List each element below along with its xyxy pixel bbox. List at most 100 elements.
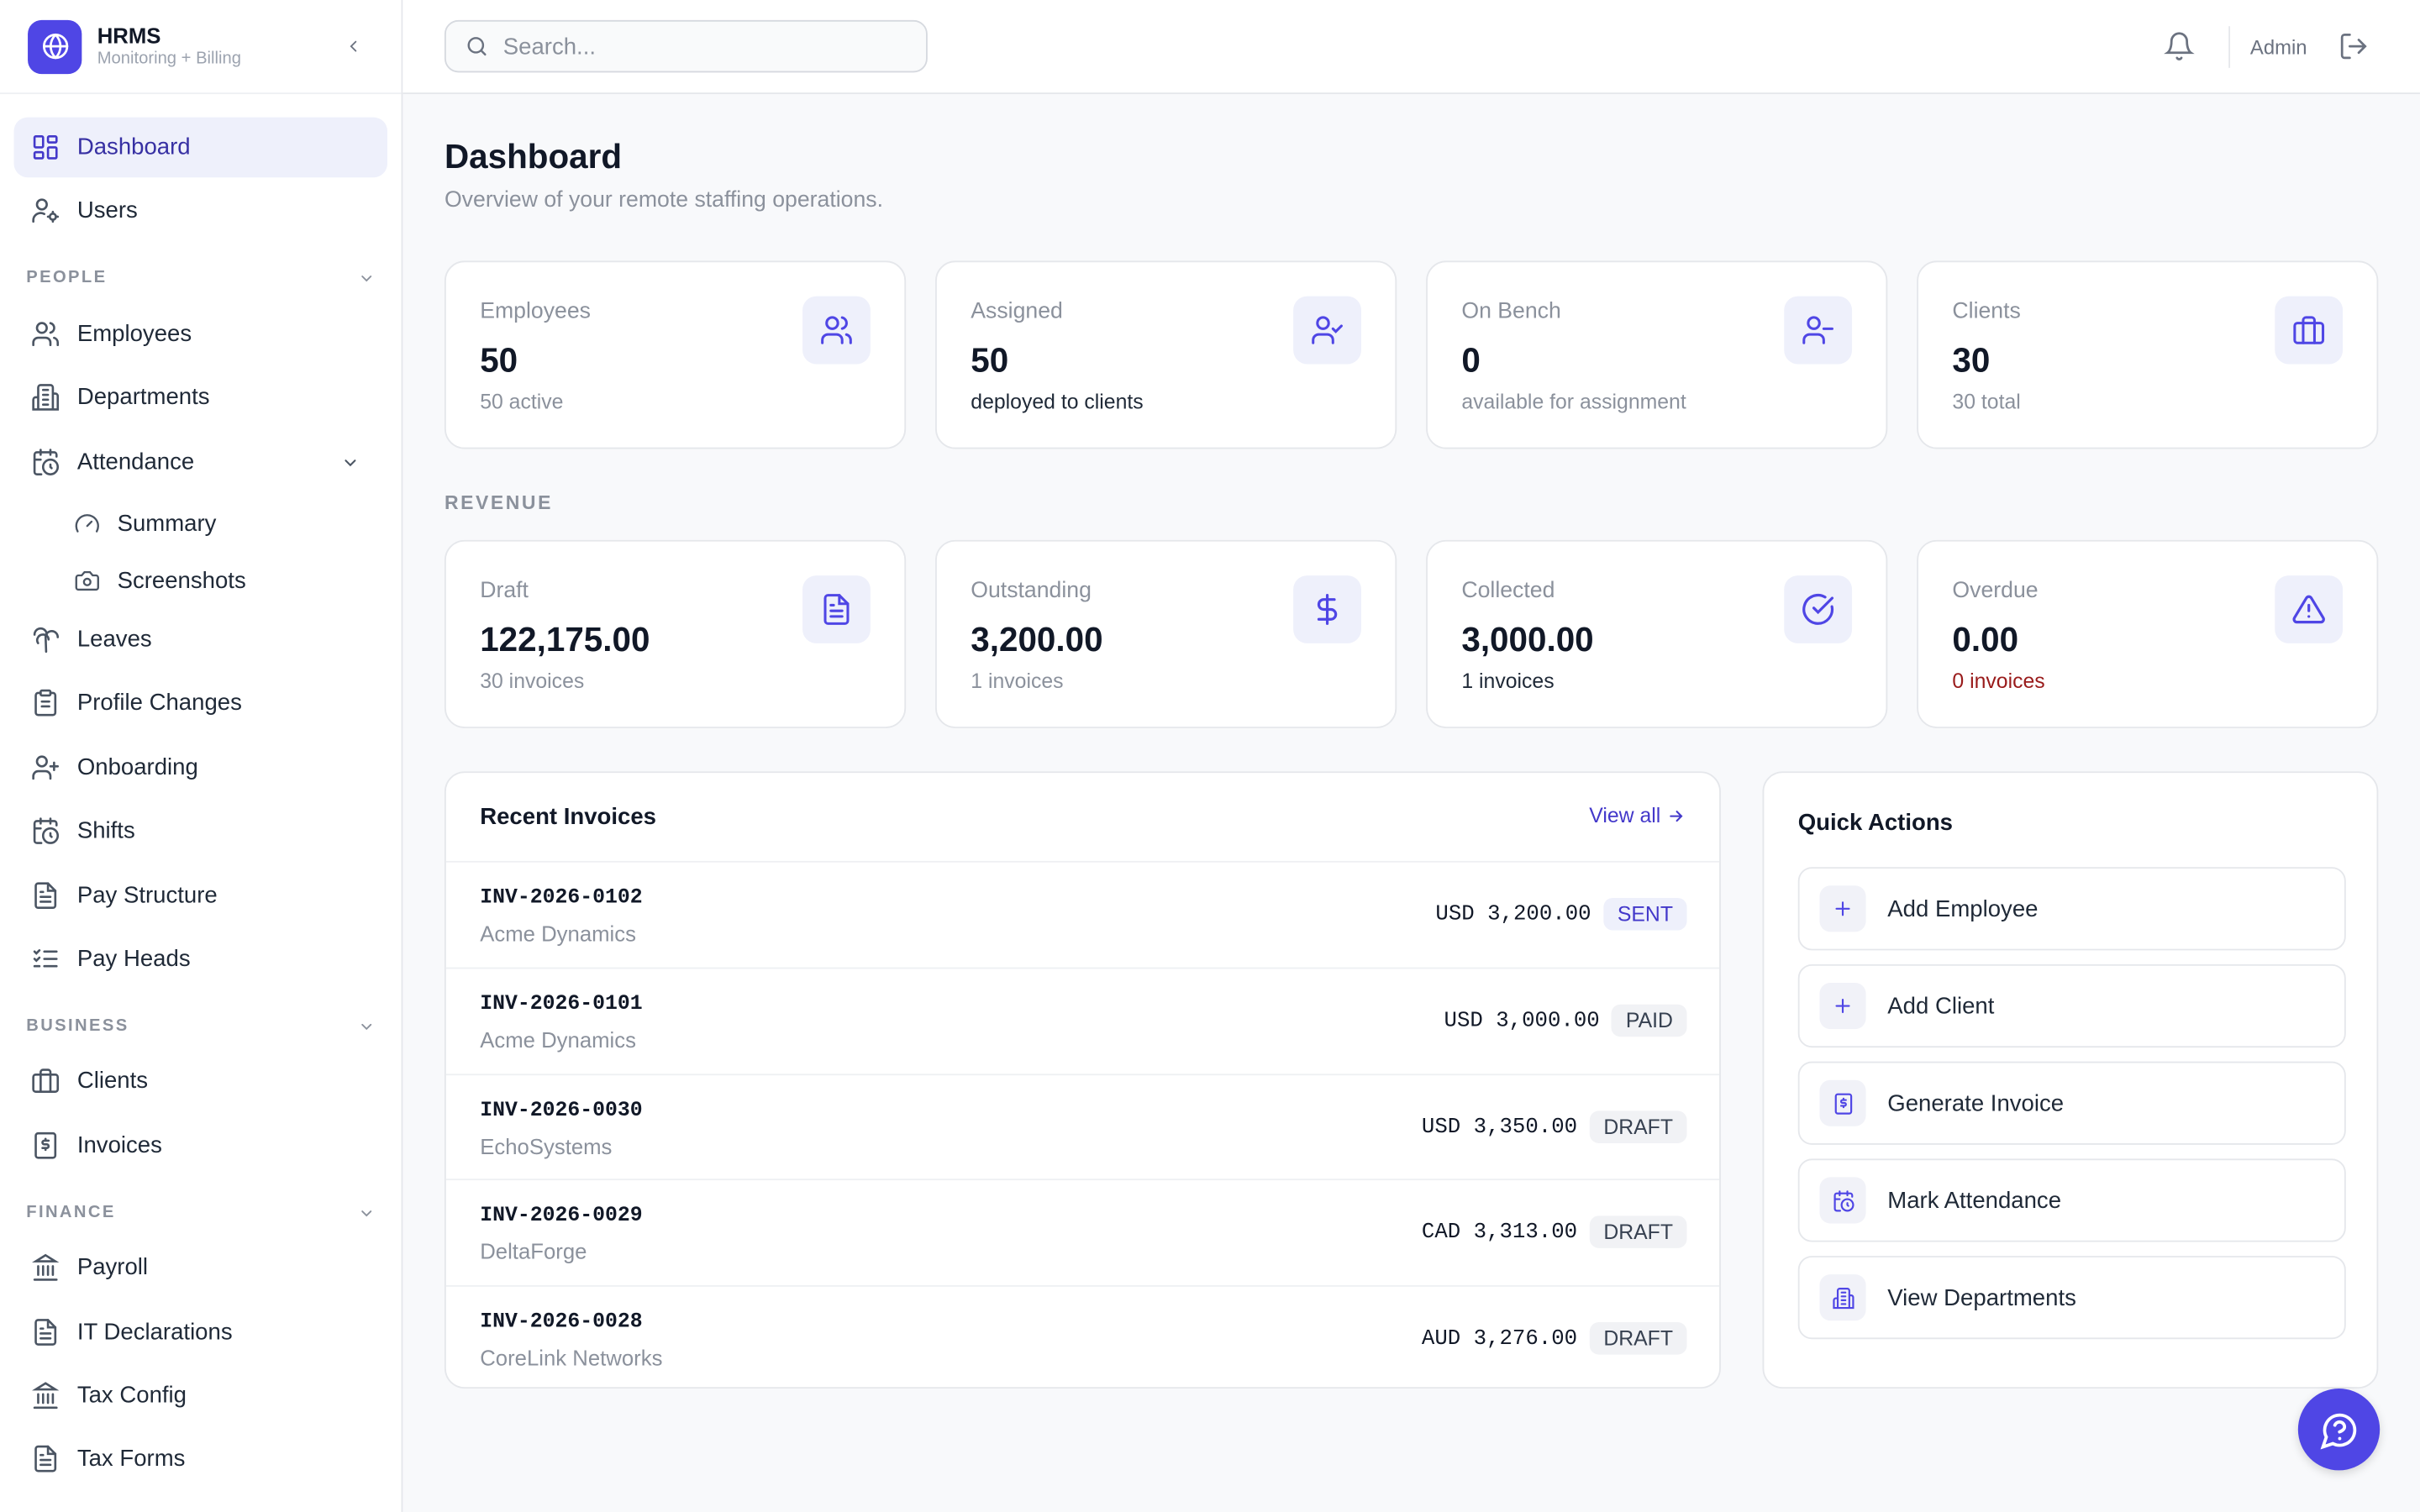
sidebar-item-shifts[interactable]: Shifts xyxy=(14,801,387,861)
invoice-row[interactable]: INV-2026-0102 Acme Dynamics USD 3,200.00… xyxy=(445,860,1720,968)
invoice-amount: USD 3,000.00 xyxy=(1444,1008,1600,1033)
sidebar-item-departments[interactable]: Departments xyxy=(14,367,387,428)
mark-attendance-button[interactable]: Mark Attendance xyxy=(1797,1158,2346,1242)
calendar-clock-icon xyxy=(1819,1177,1866,1224)
action-label: View Departments xyxy=(1887,1284,2076,1311)
invoice-row[interactable]: INV-2026-0029 DeltaForge CAD 3,313.00 DRA… xyxy=(445,1179,1720,1285)
view-all-link[interactable]: View all xyxy=(1589,804,1685,827)
chevron-left-icon xyxy=(350,40,357,52)
layout-dashboard-icon xyxy=(29,132,60,163)
section-business[interactable]: BUSINESS xyxy=(26,1011,375,1042)
sidebar-item-profile-changes[interactable]: Profile Changes xyxy=(14,673,387,733)
sidebar-item-tax-config[interactable]: Tax Config xyxy=(14,1365,387,1425)
sidebar-item-label: Clients xyxy=(76,1067,149,1095)
sidebar-item-label: Onboarding xyxy=(76,754,198,781)
sidebar-item-tax-forms[interactable]: Tax Forms xyxy=(14,1429,387,1489)
invoice-amount: CAD 3,313.00 xyxy=(1421,1219,1578,1245)
sidebar-item-label: Dashboard xyxy=(76,134,191,161)
invoice-amount: AUD 3,276.00 xyxy=(1421,1326,1578,1352)
invoice-row[interactable]: INV-2026-0101 Acme Dynamics USD 3,000.00… xyxy=(445,967,1720,1074)
stat-label: Assigned xyxy=(971,299,1063,324)
invoice-row[interactable]: INV-2026-0030 EchoSystems USD 3,350.00 DR… xyxy=(445,1074,1720,1180)
sidebar-item-dashboard[interactable]: Dashboard xyxy=(13,117,388,178)
palm-tree-icon xyxy=(29,624,60,655)
page-subtitle: Overview of your remote staffing operati… xyxy=(444,188,884,213)
brand: HRMS Monitoring + Billing xyxy=(0,0,402,95)
landmark-icon xyxy=(29,1380,60,1411)
calendar-clock-icon xyxy=(29,816,60,847)
view-departments-button[interactable]: View Departments xyxy=(1797,1256,2346,1340)
generate-invoice-button[interactable]: Generate Invoice xyxy=(1797,1061,2346,1145)
invoice-number: INV-2026-0030 xyxy=(480,1100,643,1124)
sidebar: HRMS Monitoring + Billing Dashboard User… xyxy=(0,0,403,1512)
add-client-button[interactable]: Add Client xyxy=(1797,963,2346,1048)
invoice-client: EchoSystems xyxy=(480,1133,613,1159)
notifications-button[interactable] xyxy=(2164,31,2195,62)
sidebar-item-it-declarations[interactable]: IT Declarations xyxy=(14,1302,387,1362)
section-finance[interactable]: FINANCE xyxy=(26,1197,375,1228)
stat-sub: 30 total xyxy=(1952,390,2021,414)
stat-label: Outstanding xyxy=(971,578,1092,604)
logout-button[interactable] xyxy=(2338,31,2370,62)
stat-value: 3,000.00 xyxy=(1461,620,1594,659)
camera-icon xyxy=(71,564,102,596)
add-employee-button[interactable]: Add Employee xyxy=(1797,867,2346,951)
stat-value: 0 xyxy=(1461,340,1481,380)
sidebar-item-label: Profile Changes xyxy=(76,690,242,717)
revenue-card-collected[interactable]: Collected 3,000.00 1 invoices xyxy=(1426,539,1888,728)
sidebar-item-users[interactable]: Users xyxy=(14,181,387,241)
building-icon xyxy=(1819,1274,1866,1321)
user-cog-icon xyxy=(29,195,60,226)
section-people[interactable]: PEOPLE xyxy=(26,262,375,293)
stat-card-employees[interactable]: Employees 50 50 active xyxy=(444,260,907,449)
chevron-down-icon xyxy=(361,1022,372,1030)
invoice-client: Acme Dynamics xyxy=(480,1027,636,1053)
revenue-card-overdue[interactable]: Overdue 0.00 0 invoices xyxy=(1917,539,2379,728)
sidebar-item-screenshots[interactable]: Screenshots xyxy=(71,555,379,605)
sidebar-item-attendance[interactable]: Attendance xyxy=(14,432,387,492)
sidebar-item-onboarding[interactable]: Onboarding xyxy=(14,738,387,798)
chevron-down-icon xyxy=(361,275,372,281)
sidebar-item-payroll[interactable]: Payroll xyxy=(14,1237,387,1298)
plus-icon xyxy=(1819,885,1866,932)
bell-icon xyxy=(2164,32,2195,60)
sidebar-item-summary[interactable]: Summary xyxy=(71,498,379,548)
revenue-section-label: REVENUE xyxy=(444,491,553,514)
sidebar-item-employees[interactable]: Employees xyxy=(14,304,387,365)
sidebar-item-label: Attendance xyxy=(76,449,195,475)
stat-value: 122,175.00 xyxy=(480,620,650,659)
sidebar-item-label: Payroll xyxy=(76,1254,149,1281)
revenue-card-outstanding[interactable]: Outstanding 3,200.00 1 invoices xyxy=(935,539,1397,728)
invoice-amount: USD 3,350.00 xyxy=(1421,1115,1578,1140)
file-text-icon xyxy=(29,1317,60,1348)
quick-actions-panel: Quick Actions Add Employee Add Client Ge… xyxy=(1762,771,2379,1389)
collapse-sidebar-button[interactable] xyxy=(343,34,365,58)
list-checks-icon xyxy=(29,943,60,974)
sidebar-item-leaves[interactable]: Leaves xyxy=(14,609,387,669)
invoice-number: INV-2026-0029 xyxy=(480,1205,643,1229)
sidebar-item-clients[interactable]: Clients xyxy=(14,1051,387,1111)
stat-card-assigned[interactable]: Assigned 50 deployed to clients xyxy=(935,260,1397,449)
recent-invoices-panel: Recent Invoices View all INV-2026-0102 A… xyxy=(444,771,1721,1389)
stat-card-on-bench[interactable]: On Bench 0 available for assignment xyxy=(1426,260,1888,449)
revenue-card-draft[interactable]: Draft 122,175.00 30 invoices xyxy=(444,539,907,728)
status-badge: DRAFT xyxy=(1589,1110,1687,1143)
sidebar-item-label: Tax Config xyxy=(76,1382,187,1409)
stat-sub: 1 invoices xyxy=(1461,669,1555,693)
sidebar-item-label: Leaves xyxy=(76,626,152,653)
stat-label: Employees xyxy=(480,299,591,324)
stat-sub: deployed to clients xyxy=(971,390,1144,414)
search-box[interactable] xyxy=(444,19,928,73)
search-input[interactable] xyxy=(502,33,905,60)
section-label: FINANCE xyxy=(26,1203,116,1222)
sidebar-item-pay-heads[interactable]: Pay Heads xyxy=(14,929,387,990)
invoice-row[interactable]: INV-2026-0028 CoreLink Networks AUD 3,27… xyxy=(445,1284,1720,1387)
globe-icon xyxy=(28,18,82,74)
stat-card-clients[interactable]: Clients 30 30 total xyxy=(1917,260,2379,449)
sidebar-item-pay-structure[interactable]: Pay Structure xyxy=(14,865,387,926)
stat-sub: available for assignment xyxy=(1461,390,1686,414)
sidebar-item-invoices[interactable]: Invoices xyxy=(14,1116,387,1176)
help-chat-button[interactable] xyxy=(2297,1389,2381,1471)
alert-triangle-icon xyxy=(2275,575,2344,643)
stat-value: 50 xyxy=(971,340,1009,380)
